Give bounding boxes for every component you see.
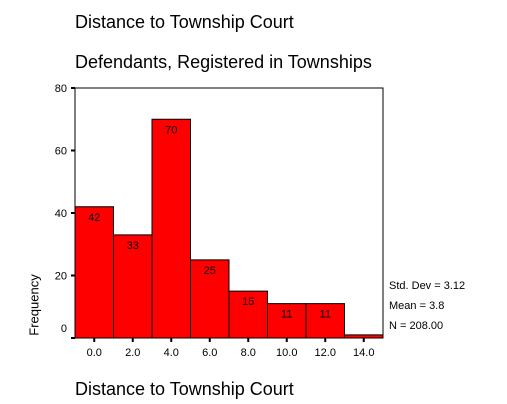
- stat-n-value: 208.00: [409, 320, 444, 332]
- x-tick-label: 0.0: [87, 347, 102, 359]
- bar-value-label: 15: [242, 296, 254, 308]
- histogram-bar: [113, 234, 153, 339]
- bar-value-label: 25: [204, 265, 216, 277]
- x-tick-label: 12.0: [315, 347, 336, 359]
- y-axis-label: Frequency: [26, 274, 42, 336]
- y-tick-label: 80: [55, 83, 67, 95]
- y-tick-label: 20: [55, 271, 67, 283]
- x-tick-label: 8.0: [241, 347, 256, 359]
- x-tick-label: 2.0: [125, 347, 140, 359]
- bar-value-label: 11: [320, 309, 331, 321]
- stat-mean: Mean = 3.8: [389, 300, 444, 312]
- bar-value-label: 33: [127, 240, 139, 252]
- y-tick-label: 40: [55, 208, 67, 220]
- x-axis-title: Distance to Township Court: [75, 379, 294, 399]
- y-tick-label: 0: [61, 323, 67, 335]
- y-tick-label: 60: [55, 146, 67, 158]
- stat-n: N = 208.00: [389, 320, 443, 332]
- histogram-bar: [74, 206, 114, 339]
- stat-std-dev: Std. Dev = 3.12: [389, 280, 465, 292]
- bar-value-label: 11: [281, 309, 292, 321]
- chart-subtitle: Defendants, Registered in Townships: [75, 52, 372, 72]
- stat-std-dev-label: Std. Dev =: [389, 280, 444, 292]
- stat-std-dev-value: 3.12: [443, 280, 466, 292]
- x-tick-label: 4.0: [164, 347, 179, 359]
- bar-value-label: 42: [88, 212, 100, 224]
- stat-mean-label: Mean =: [389, 300, 430, 312]
- x-tick-label: 6.0: [202, 347, 217, 359]
- stat-mean-value: 3.8: [429, 300, 445, 312]
- x-tick-label: 10.0: [276, 347, 297, 359]
- histogram-bar: [344, 334, 384, 339]
- chart-title: Distance to Township Court: [75, 12, 294, 32]
- x-tick-label: 14.0: [353, 347, 374, 359]
- histogram-bar: [151, 118, 191, 339]
- bar-value-label: 70: [165, 124, 177, 136]
- stat-n-label: N =: [389, 320, 410, 332]
